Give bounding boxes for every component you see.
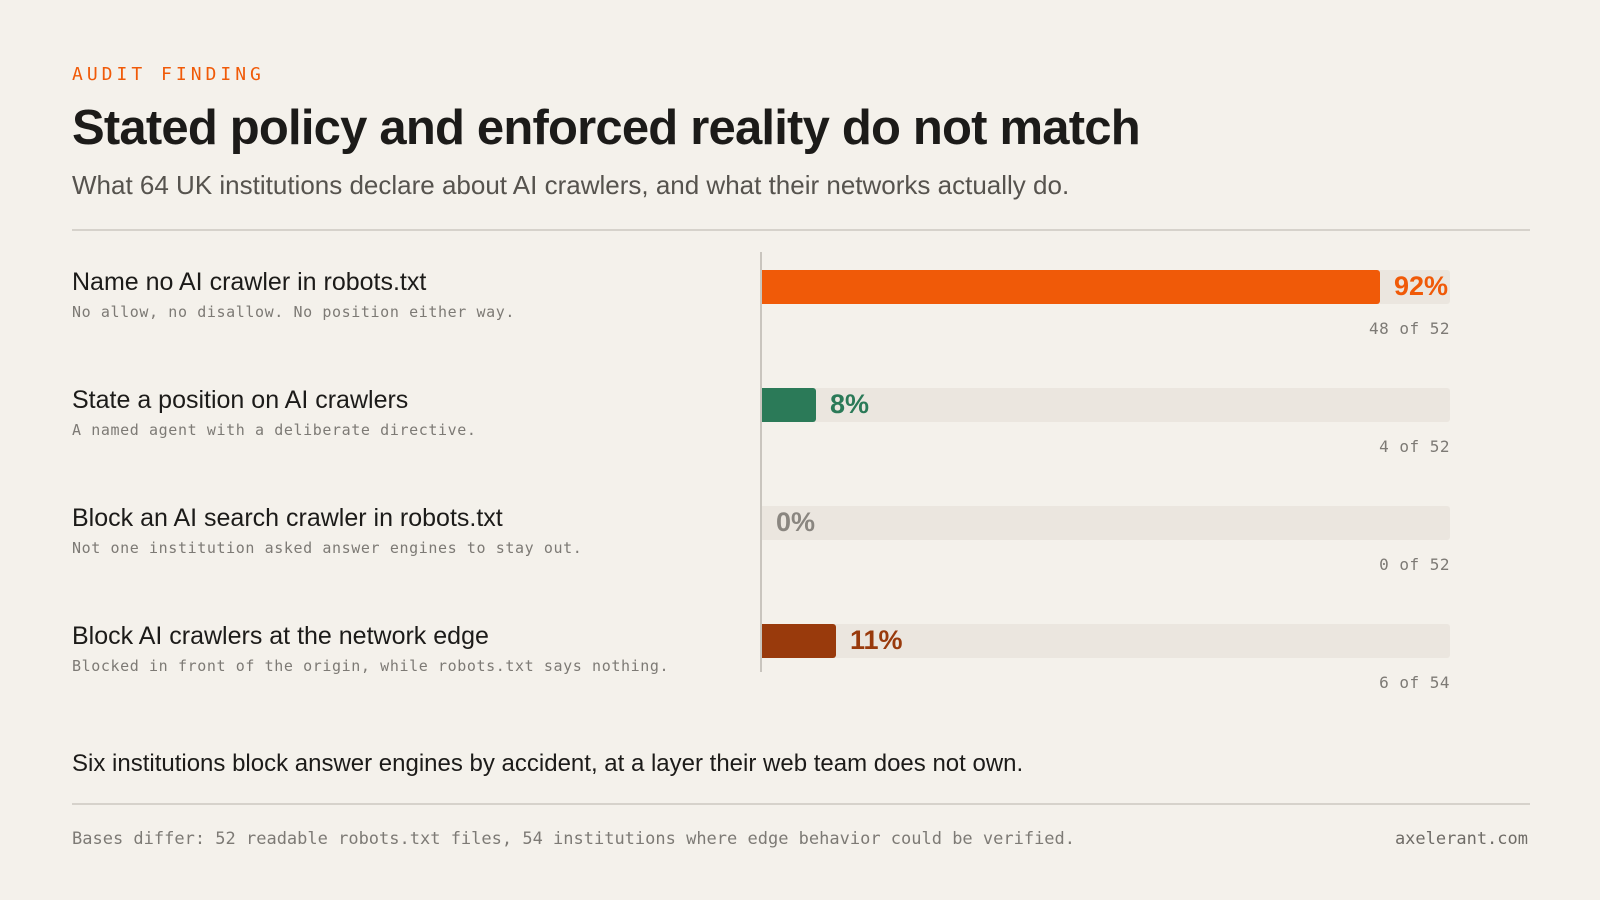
row-note: Not one institution asked answer engines… [72, 539, 583, 557]
bar-track [762, 506, 1450, 540]
row-label: Block an AI search crawler in robots.txt [72, 504, 503, 532]
bar-count-label: 0 of 52 [1379, 555, 1450, 574]
top-divider [72, 229, 1530, 231]
bar-value-label: 8% [830, 389, 870, 419]
row-label: State a position on AI crawlers [72, 386, 409, 414]
bottom-divider [72, 803, 1530, 805]
bar-value-label: 92% [1394, 271, 1449, 301]
bar-count-label: 48 of 52 [1368, 319, 1450, 338]
bar [762, 388, 816, 422]
bar [762, 624, 836, 658]
page-title: Stated policy and enforced reality do no… [72, 101, 1141, 155]
bar-count-label: 4 of 52 [1379, 437, 1450, 456]
row-note: No allow, no disallow. No position eithe… [72, 303, 516, 321]
takeaway-text: Six institutions block answer engines by… [72, 750, 1024, 777]
source-credit: axelerant.com [1394, 829, 1528, 849]
page-subtitle: What 64 UK institutions declare about AI… [72, 170, 1070, 200]
row-label: Name no AI crawler in robots.txt [72, 268, 427, 296]
row-note: Blocked in front of the origin, while ro… [72, 657, 670, 675]
bar [762, 270, 1380, 304]
footnote: Bases differ: 52 readable robots.txt fil… [72, 829, 1076, 849]
row-label: Block AI crawlers at the network edge [72, 622, 489, 650]
bar-value-label: 0% [776, 507, 816, 537]
bar-count-label: 6 of 54 [1379, 673, 1450, 692]
bar-track [762, 624, 1450, 658]
eyebrow-label: AUDIT FINDING [72, 64, 265, 85]
bar-track [762, 388, 1450, 422]
bar-value-label: 11% [850, 625, 903, 655]
row-note: A named agent with a deliberate directiv… [72, 421, 477, 439]
chart-axis-line [760, 252, 762, 672]
